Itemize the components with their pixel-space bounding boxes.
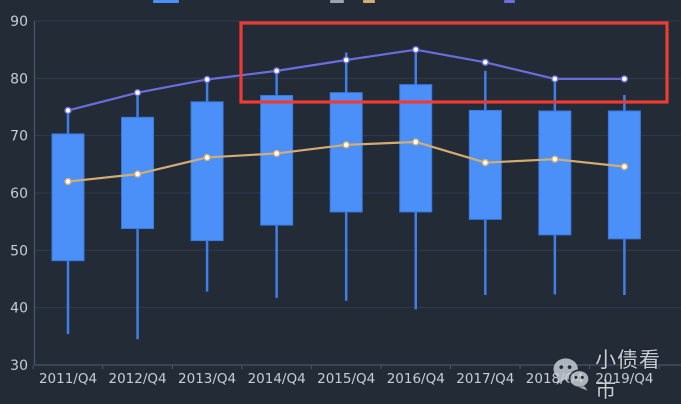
candle-box	[121, 116, 155, 230]
legend-text-remnant	[330, 0, 344, 3]
middle-line-marker	[412, 138, 420, 146]
upper-line-marker	[272, 67, 281, 75]
middle-line-marker	[272, 149, 281, 158]
x-axis-label: 2018/Q4	[526, 371, 584, 387]
middle-line-marker	[620, 162, 629, 171]
upper-line-marker	[342, 56, 350, 64]
middle-line-marker	[64, 177, 72, 186]
y-axis-tick-label: 30	[10, 358, 28, 374]
x-axis-label: 2012/Q4	[108, 371, 166, 387]
upper-line-marker	[133, 88, 142, 97]
upper-line-marker	[203, 75, 211, 84]
candle-box	[607, 110, 641, 240]
middle-line-marker	[203, 153, 211, 162]
x-axis-label: 2016/Q4	[387, 371, 445, 387]
upper-line-marker	[481, 58, 489, 66]
upper-line-marker	[620, 75, 629, 83]
y-axis-tick-label: 50	[10, 243, 28, 259]
orange-series-swatch	[363, 0, 375, 3]
legend-cropped	[0, 0, 681, 4]
candle-box	[468, 109, 502, 220]
candle-box	[51, 133, 85, 262]
candle-box	[190, 101, 224, 242]
y-axis-tick-label: 80	[10, 71, 28, 87]
upper-line-marker	[64, 106, 72, 115]
middle-line-marker	[342, 141, 350, 149]
middle-line-marker	[551, 155, 559, 163]
y-axis-tick-label: 40	[10, 301, 28, 317]
candle-box	[399, 84, 433, 213]
x-axis-label: 2013/Q4	[178, 371, 236, 387]
purple-series-swatch	[504, 0, 515, 3]
y-axis-tick-label: 70	[10, 129, 28, 145]
red-annotation-box	[239, 21, 669, 104]
candle-box	[329, 92, 363, 213]
x-axis-label: 2017/Q4	[456, 371, 514, 387]
y-axis-tick-label: 90	[10, 14, 28, 30]
blue-series-swatch	[153, 0, 179, 3]
upper-line-marker	[551, 75, 559, 83]
candle-box	[260, 95, 294, 226]
middle-line-marker	[133, 170, 142, 178]
x-axis-label: 2015/Q4	[317, 371, 375, 387]
x-axis-label: 2014/Q4	[248, 371, 306, 387]
x-axis-label: 2019/Q4	[595, 371, 653, 387]
x-axis-label: 2011/Q4	[39, 371, 97, 387]
y-axis-tick-label: 60	[10, 186, 28, 202]
upper-line-marker	[412, 45, 420, 54]
candle-box	[538, 110, 572, 236]
middle-line-marker	[481, 158, 489, 167]
